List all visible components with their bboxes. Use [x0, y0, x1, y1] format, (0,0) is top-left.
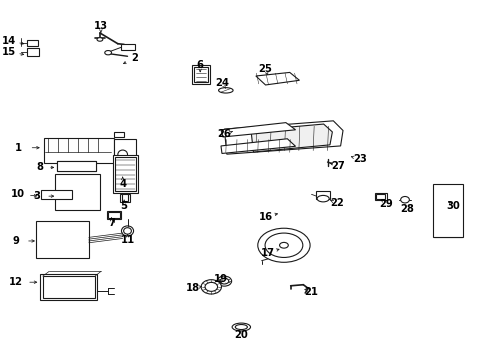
- Ellipse shape: [232, 323, 250, 331]
- Bar: [57, 161, 96, 171]
- Ellipse shape: [218, 87, 233, 93]
- Bar: [41, 274, 97, 300]
- Bar: [375, 194, 385, 199]
- Bar: [42, 276, 95, 298]
- Bar: [41, 191, 71, 198]
- Ellipse shape: [204, 282, 217, 291]
- Polygon shape: [250, 124, 332, 152]
- Bar: [122, 194, 128, 201]
- Ellipse shape: [104, 50, 111, 55]
- Ellipse shape: [97, 38, 102, 41]
- Polygon shape: [221, 123, 295, 137]
- Text: 10: 10: [11, 189, 24, 199]
- Text: 24: 24: [215, 78, 228, 88]
- Bar: [41, 190, 72, 199]
- Bar: [433, 185, 461, 237]
- Ellipse shape: [235, 324, 247, 329]
- Text: 7: 7: [108, 218, 115, 228]
- Text: 27: 27: [331, 161, 345, 171]
- Text: 22: 22: [330, 198, 344, 208]
- Text: 25: 25: [258, 64, 272, 74]
- Bar: [113, 155, 138, 193]
- Text: 1: 1: [15, 143, 22, 153]
- Polygon shape: [221, 139, 295, 153]
- Text: 13: 13: [94, 21, 108, 31]
- Ellipse shape: [121, 226, 133, 236]
- Bar: [37, 222, 88, 257]
- Text: 6: 6: [196, 60, 203, 70]
- Text: 14: 14: [2, 36, 16, 46]
- Text: 19: 19: [214, 274, 227, 284]
- Ellipse shape: [316, 195, 328, 202]
- Bar: [56, 175, 99, 209]
- Ellipse shape: [220, 278, 228, 284]
- Polygon shape: [255, 72, 299, 85]
- Text: 28: 28: [399, 204, 413, 215]
- Ellipse shape: [257, 228, 309, 262]
- Ellipse shape: [118, 150, 127, 159]
- Text: 26: 26: [217, 129, 231, 139]
- Bar: [108, 212, 120, 218]
- Text: 30: 30: [446, 201, 459, 211]
- Text: 3: 3: [34, 191, 41, 201]
- Text: 17: 17: [261, 248, 274, 258]
- Text: 29: 29: [379, 199, 393, 210]
- Bar: [194, 67, 207, 82]
- Text: 20: 20: [234, 330, 248, 340]
- Bar: [114, 139, 136, 159]
- Text: 2: 2: [131, 53, 138, 63]
- Bar: [57, 161, 96, 171]
- Text: 9: 9: [13, 236, 20, 246]
- Text: 18: 18: [185, 283, 200, 293]
- Text: 4: 4: [119, 179, 126, 189]
- Text: 16: 16: [258, 212, 272, 221]
- Text: 21: 21: [304, 287, 318, 297]
- Bar: [120, 194, 130, 202]
- Text: 11: 11: [120, 235, 134, 245]
- Ellipse shape: [264, 233, 302, 257]
- Ellipse shape: [400, 197, 408, 203]
- Bar: [36, 221, 89, 258]
- Bar: [432, 184, 462, 237]
- Bar: [55, 174, 100, 210]
- Ellipse shape: [201, 280, 221, 294]
- Text: 23: 23: [352, 154, 366, 164]
- Text: 8: 8: [37, 162, 44, 172]
- Ellipse shape: [217, 276, 231, 286]
- Ellipse shape: [279, 242, 288, 248]
- Text: 5: 5: [121, 201, 127, 211]
- Bar: [121, 44, 135, 50]
- Bar: [43, 138, 114, 163]
- Polygon shape: [224, 121, 342, 154]
- Bar: [115, 157, 136, 191]
- Text: 15: 15: [2, 46, 16, 57]
- Bar: [191, 65, 210, 84]
- Bar: [27, 48, 40, 56]
- Bar: [106, 211, 121, 219]
- Bar: [316, 191, 329, 199]
- Bar: [114, 132, 123, 137]
- Bar: [27, 40, 38, 46]
- Text: 12: 12: [9, 277, 23, 287]
- Bar: [374, 193, 386, 200]
- Ellipse shape: [123, 228, 131, 234]
